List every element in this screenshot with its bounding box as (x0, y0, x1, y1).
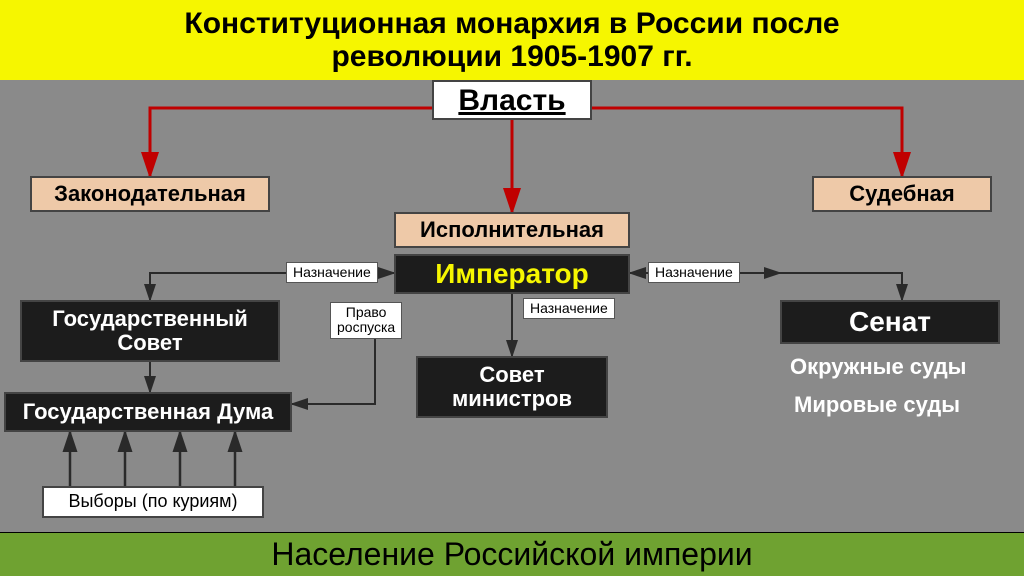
node-judicial: Судебная (812, 176, 992, 212)
node-senate: Сенат (780, 300, 1000, 344)
node-elections: Выборы (по куриям) (42, 486, 264, 518)
footer-text: Население Российской империи (271, 536, 752, 573)
node-state-council: Государственный Совет (20, 300, 280, 362)
label-appoint-left: Назначение (286, 262, 378, 283)
text-magistrate-courts: Мировые суды (794, 392, 960, 418)
title-band: Конституционная монархия в России после … (0, 0, 1024, 80)
node-emperor: Император (394, 254, 630, 294)
node-executive: Исполнительная (394, 212, 630, 248)
node-council-ministers: Совет министров (416, 356, 608, 418)
label-appoint-right: Назначение (648, 262, 740, 283)
node-legislative: Законодательная (30, 176, 270, 212)
footer-band: Население Российской империи (0, 532, 1024, 576)
text-district-courts: Окружные суды (790, 354, 966, 380)
title-line1: Конституционная монархия в России после (184, 7, 839, 40)
label-dissolution: Право роспуска (330, 302, 402, 339)
node-vlast: Власть (432, 80, 592, 120)
label-appoint-down: Назначение (523, 298, 615, 319)
title-line2: революции 1905-1907 гг. (331, 40, 692, 73)
node-duma: Государственная Дума (4, 392, 292, 432)
